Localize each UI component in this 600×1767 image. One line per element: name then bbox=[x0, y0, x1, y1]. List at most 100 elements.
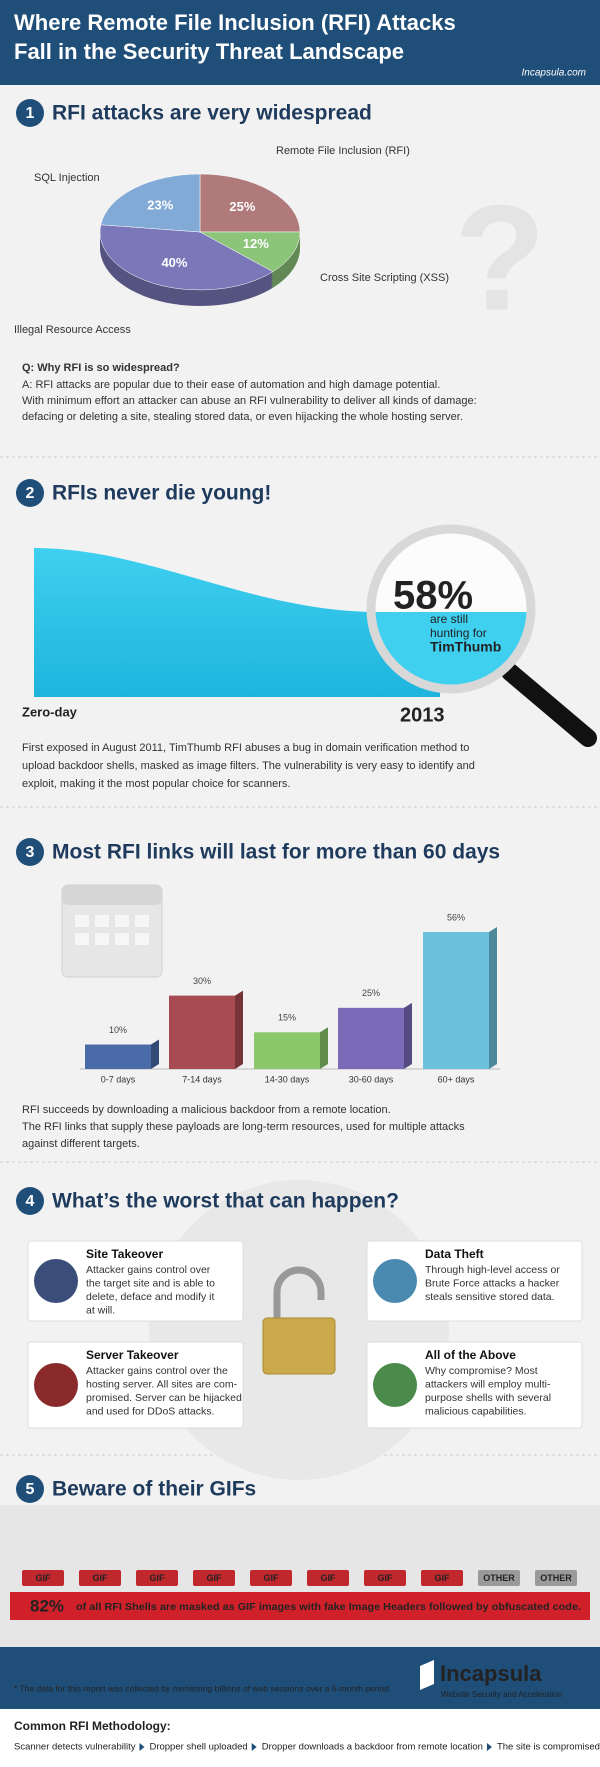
site-url: Incapsula.com bbox=[522, 68, 586, 79]
paragraph-line: RFI succeeds by downloading a malicious … bbox=[22, 1104, 391, 1116]
threat-line: attackers will employ multi- bbox=[425, 1378, 551, 1390]
step-arrow bbox=[486, 1743, 492, 1751]
decay-area bbox=[34, 548, 440, 697]
threat-line: Why compromise? Most bbox=[425, 1365, 538, 1377]
bar bbox=[423, 932, 489, 1069]
brand: Incapsula bbox=[440, 1661, 542, 1686]
paragraph-line: exploit, making it the most popular choi… bbox=[22, 778, 290, 790]
banner-text: of all RFI Shells are masked as GIF imag… bbox=[76, 1601, 581, 1613]
methodology-band bbox=[0, 1709, 600, 1767]
pie-category-label: Cross Site Scripting (XSS) bbox=[320, 272, 449, 284]
file-tag-label: GIF bbox=[93, 1573, 109, 1583]
threat-line: purpose shells with several bbox=[425, 1392, 551, 1404]
stat-line: are still bbox=[430, 612, 468, 626]
threat-icon bbox=[34, 1363, 78, 1407]
brand-logo bbox=[420, 1660, 434, 1690]
bar-value-label: 56% bbox=[447, 912, 465, 922]
methodology-step: Dropper shell uploaded bbox=[149, 1742, 247, 1753]
stat-line: hunting for bbox=[430, 626, 487, 640]
bar-side bbox=[404, 1002, 412, 1069]
methodology-step: Scanner detects vulnerability bbox=[14, 1742, 136, 1753]
stat-line: TimThumb bbox=[430, 639, 501, 655]
bar-category-label: 30-60 days bbox=[349, 1074, 394, 1084]
title: Fall in the Security Threat Landscape bbox=[14, 39, 404, 64]
file-tag bbox=[364, 1570, 406, 1586]
paragraph-line: against different targets. bbox=[22, 1138, 140, 1150]
calendar-icon bbox=[61, 884, 163, 978]
file-tag-label: GIF bbox=[264, 1573, 280, 1583]
threat-line: and used for DDoS attacks. bbox=[86, 1405, 214, 1417]
answer-line: With minimum effort an attacker can abus… bbox=[22, 395, 477, 407]
file-tag-label: GIF bbox=[321, 1573, 337, 1583]
threat-line: hosting server. All sites are com- bbox=[86, 1378, 238, 1390]
threat-line: steals sensitive stored data. bbox=[425, 1291, 555, 1303]
pie-category-label: Remote File Inclusion (RFI) bbox=[276, 145, 410, 157]
section-number: 4 bbox=[26, 1193, 35, 1210]
bar-side bbox=[151, 1039, 159, 1069]
threat-line: promised. Server can be hijacked bbox=[86, 1392, 242, 1404]
bar-category-label: 14-30 days bbox=[265, 1074, 310, 1084]
pie-category-label: Illegal Resource Access bbox=[14, 324, 131, 336]
file-tag bbox=[22, 1570, 64, 1586]
bar-side bbox=[320, 1027, 328, 1069]
section-number: 2 bbox=[26, 485, 35, 502]
answer-line: defacing or deleting a site, stealing st… bbox=[22, 411, 463, 423]
threat-title: Data Theft bbox=[425, 1247, 484, 1261]
footer-band bbox=[0, 1647, 600, 1709]
footer-note: * The data for this report was collected… bbox=[14, 1683, 389, 1693]
pie-value-label: 25% bbox=[229, 199, 255, 214]
threat-line: Attacker gains control over the bbox=[86, 1365, 228, 1377]
bar-value-label: 30% bbox=[193, 976, 211, 986]
header-band bbox=[0, 0, 600, 85]
pie-slice bbox=[99, 224, 274, 291]
methodology-step: The site is compromised bbox=[497, 1742, 600, 1753]
file-tag-label: GIF bbox=[378, 1573, 394, 1583]
file-tag bbox=[136, 1570, 178, 1586]
file-tag-label: GIF bbox=[36, 1573, 52, 1583]
bar bbox=[169, 995, 235, 1069]
pie-value-label: 12% bbox=[243, 236, 269, 251]
bar-value-label: 15% bbox=[278, 1013, 296, 1023]
file-tag bbox=[79, 1570, 121, 1586]
threat-line: at will. bbox=[86, 1304, 115, 1316]
threat-box bbox=[27, 1341, 244, 1429]
bar-category-label: 0-7 days bbox=[101, 1074, 136, 1084]
section-heading: Beware of their GIFs bbox=[52, 1478, 256, 1501]
bar bbox=[85, 1044, 151, 1069]
file-tag-label: OTHER bbox=[540, 1573, 572, 1583]
pie-slice bbox=[199, 173, 301, 233]
threat-title: Site Takeover bbox=[86, 1247, 163, 1261]
bar bbox=[254, 1032, 320, 1069]
file-tag bbox=[193, 1570, 235, 1586]
paragraph-line: First exposed in August 2011, TimThumb R… bbox=[22, 742, 469, 754]
step-arrow bbox=[139, 1743, 145, 1751]
threat-line: malicious capabilities. bbox=[425, 1405, 527, 1417]
bar-value-label: 10% bbox=[109, 1025, 127, 1035]
tagline: Website Security and Acceleration bbox=[441, 1690, 562, 1699]
bar bbox=[338, 1007, 404, 1069]
file-tag bbox=[478, 1570, 520, 1586]
stat: 58% bbox=[393, 574, 473, 618]
section-number: 1 bbox=[26, 105, 35, 122]
file-tag bbox=[535, 1570, 577, 1586]
section-number: 3 bbox=[26, 844, 35, 861]
threat-box bbox=[27, 1240, 244, 1322]
section-badge bbox=[16, 1187, 44, 1215]
bar-side bbox=[235, 990, 243, 1069]
file-tag-label: GIF bbox=[150, 1573, 166, 1583]
question: Q: Why RFI is so widespread? bbox=[22, 362, 180, 374]
banner bbox=[10, 1592, 590, 1620]
bar-side bbox=[489, 927, 497, 1069]
file-tag-label: OTHER bbox=[483, 1573, 515, 1583]
section-number: 5 bbox=[26, 1481, 35, 1498]
magnifier-handle bbox=[501, 663, 597, 747]
pie-value-label: 23% bbox=[147, 197, 173, 212]
threat-title: Server Takeover bbox=[86, 1348, 179, 1362]
section-badge bbox=[16, 838, 44, 866]
magnifier-rim bbox=[366, 524, 536, 694]
file-tag bbox=[250, 1570, 292, 1586]
bar-category-label: 60+ days bbox=[438, 1074, 475, 1084]
threat-box bbox=[366, 1240, 583, 1322]
section-heading: What’s the worst that can happen? bbox=[52, 1190, 399, 1213]
pie-category-label: SQL Injection bbox=[34, 172, 100, 184]
